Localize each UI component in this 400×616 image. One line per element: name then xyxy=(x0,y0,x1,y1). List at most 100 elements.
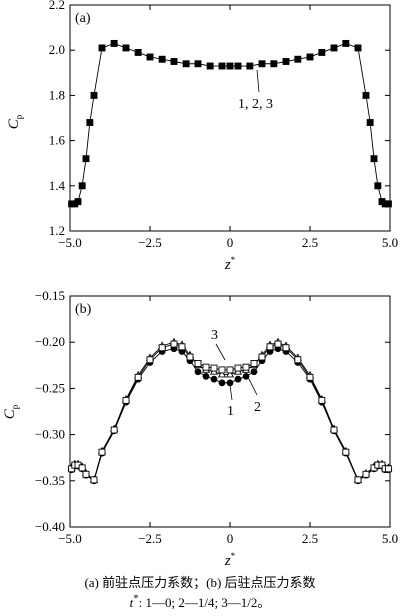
annotation-2: 2 xyxy=(254,400,261,415)
data-point-a-1-17 xyxy=(218,62,226,70)
x-tick-label-b-0: −5.0 xyxy=(58,531,82,546)
data-point-a-1-5 xyxy=(86,119,94,126)
x-tick-label-a-2: 0 xyxy=(227,235,234,250)
data-point-a-1-26 xyxy=(318,49,326,56)
data-point-a-1-29 xyxy=(354,44,362,52)
caption-legend: : 1—0; 2—1/4; 3—1/2。 xyxy=(138,595,271,610)
series-markers-a xyxy=(68,39,392,208)
y-tick-label-b-4: −0.20 xyxy=(35,334,65,349)
data-point-b-3-9 xyxy=(134,373,142,381)
data-point-b-3-14 xyxy=(186,353,194,361)
data-point-b-3-18 xyxy=(218,366,226,374)
data-point-b-3-22 xyxy=(250,360,258,367)
x-tick-label-b-4: 5.0 xyxy=(382,531,398,546)
data-point-a-1-9 xyxy=(122,44,130,52)
data-point-b-3-25 xyxy=(274,340,282,348)
data-point-b-1-15 xyxy=(194,368,202,376)
x-tick-label-a-3: 2.5 xyxy=(302,235,318,250)
data-point-b-3-13 xyxy=(178,343,186,351)
data-point-b-1-16 xyxy=(202,372,210,380)
data-point-b-3-30 xyxy=(330,426,338,434)
data-point-b-3-32 xyxy=(354,476,362,484)
x-tick-label-b-2: 0 xyxy=(227,531,234,546)
data-point-b-2-18 xyxy=(217,370,227,378)
y-tick-label-a-0: 1.2 xyxy=(49,223,65,238)
data-point-b-3-17 xyxy=(210,364,218,372)
data-point-a-1-30 xyxy=(362,91,370,99)
data-point-a-1-10 xyxy=(134,49,142,56)
data-point-b-3-38 xyxy=(384,465,392,473)
annotation-leader-a xyxy=(256,69,260,93)
data-point-a-1-28 xyxy=(342,39,350,47)
y-tick-label-a-2: 1.6 xyxy=(49,133,66,148)
plot-frame-a xyxy=(69,4,391,232)
figure-caption-line1: (a) 前驻点压力系数；(b) 后驻点压力系数 xyxy=(84,575,316,590)
data-point-b-1-19 xyxy=(226,379,234,387)
data-point-a-1-7 xyxy=(98,44,106,52)
chart-panel-a: −5.0 −2.5 0 2.5 5.0 1.2 1.4 1.6 1.8 2.0 2.2 (a) 1,… xyxy=(6,0,398,273)
caption-variable: t xyxy=(129,595,134,610)
data-point-b-3-7 xyxy=(110,426,118,434)
x-tick-label-b-3: 2.5 xyxy=(302,531,318,546)
y-tick-label-a-4: 2.0 xyxy=(49,42,65,57)
data-point-b-3-4 xyxy=(82,470,90,478)
data-point-b-3-5 xyxy=(90,476,98,484)
data-point-b-1-18 xyxy=(218,379,226,387)
annotation-3: 3 xyxy=(211,328,218,343)
data-point-a-1-3 xyxy=(78,182,86,190)
x-tick-label-a-0: −5.0 xyxy=(58,235,82,250)
data-point-b-3-28 xyxy=(306,373,314,381)
data-point-b-1-22 xyxy=(250,368,258,376)
data-point-a-1-25 xyxy=(306,53,314,61)
data-point-a-1-2 xyxy=(74,198,82,206)
annotation-leader-3 xyxy=(215,343,226,361)
y-tick-label-b-3: −0.25 xyxy=(35,380,65,395)
data-point-b-3-10 xyxy=(146,356,154,364)
annotation-leader-2 xyxy=(247,376,258,396)
data-point-b-3-26 xyxy=(282,344,290,352)
data-point-a-1-4 xyxy=(82,155,90,163)
data-point-b-3-11 xyxy=(158,344,166,352)
data-point-a-1-14 xyxy=(182,60,190,68)
data-point-a-1-22 xyxy=(270,60,278,68)
data-point-a-1-16 xyxy=(206,62,214,70)
panel-label-a: (a) xyxy=(75,11,91,26)
x-axis-label-a: z* xyxy=(224,255,236,273)
data-point-b-3-8 xyxy=(122,396,130,404)
y-axis-label-a: Cp xyxy=(6,114,24,129)
y-tick-label-a-1: 1.4 xyxy=(49,178,66,193)
data-point-b-3-20 xyxy=(234,364,242,372)
data-point-a-1-31 xyxy=(366,119,374,126)
data-point-b-3-16 xyxy=(202,363,210,371)
y-axis-label-b: Cp xyxy=(2,404,20,419)
data-point-a-1-11 xyxy=(146,53,154,61)
data-point-b-2-19 xyxy=(225,370,235,378)
data-point-b-3-21 xyxy=(242,363,250,371)
data-point-b-3-19 xyxy=(226,366,234,374)
data-point-a-1-19 xyxy=(234,62,242,70)
ticks-a: −5.0 −2.5 0 2.5 5.0 1.2 1.4 1.6 1.8 2.0 2.2 xyxy=(49,0,398,250)
panel-label-b: (b) xyxy=(75,302,92,317)
x-tick-label-a-4: 5.0 xyxy=(382,235,398,250)
data-point-b-3-33 xyxy=(362,470,370,478)
x-tick-label-a-1: −2.5 xyxy=(138,235,162,250)
data-point-a-1-21 xyxy=(258,60,266,68)
data-point-a-1-20 xyxy=(246,62,254,70)
annotation-a: 1, 2, 3 xyxy=(238,97,273,112)
series-markers-b xyxy=(67,337,393,485)
data-point-a-1-27 xyxy=(330,44,338,52)
data-point-b-1-17 xyxy=(210,375,218,383)
data-point-b-3-3 xyxy=(78,464,86,472)
data-point-b-3-23 xyxy=(258,353,266,361)
figure-caption-line2: t*: 1—0; 2—1/4; 3—1/2。 xyxy=(129,592,271,610)
data-point-a-1-33 xyxy=(374,182,382,190)
annotation-leader-1 xyxy=(229,384,233,401)
data-point-b-3-15 xyxy=(194,360,202,367)
data-point-b-3-31 xyxy=(342,448,350,456)
y-tick-label-a-3: 1.8 xyxy=(49,87,65,102)
data-point-b-3-29 xyxy=(318,396,326,404)
annotation-1: 1 xyxy=(227,404,234,419)
y-tick-label-b-0: −0.40 xyxy=(35,519,65,534)
chart-panel-b: −5.0 −2.5 0 2.5 5.0 −0.40 −0.35 −0.30 −0.25 −0.20… xyxy=(2,288,398,569)
